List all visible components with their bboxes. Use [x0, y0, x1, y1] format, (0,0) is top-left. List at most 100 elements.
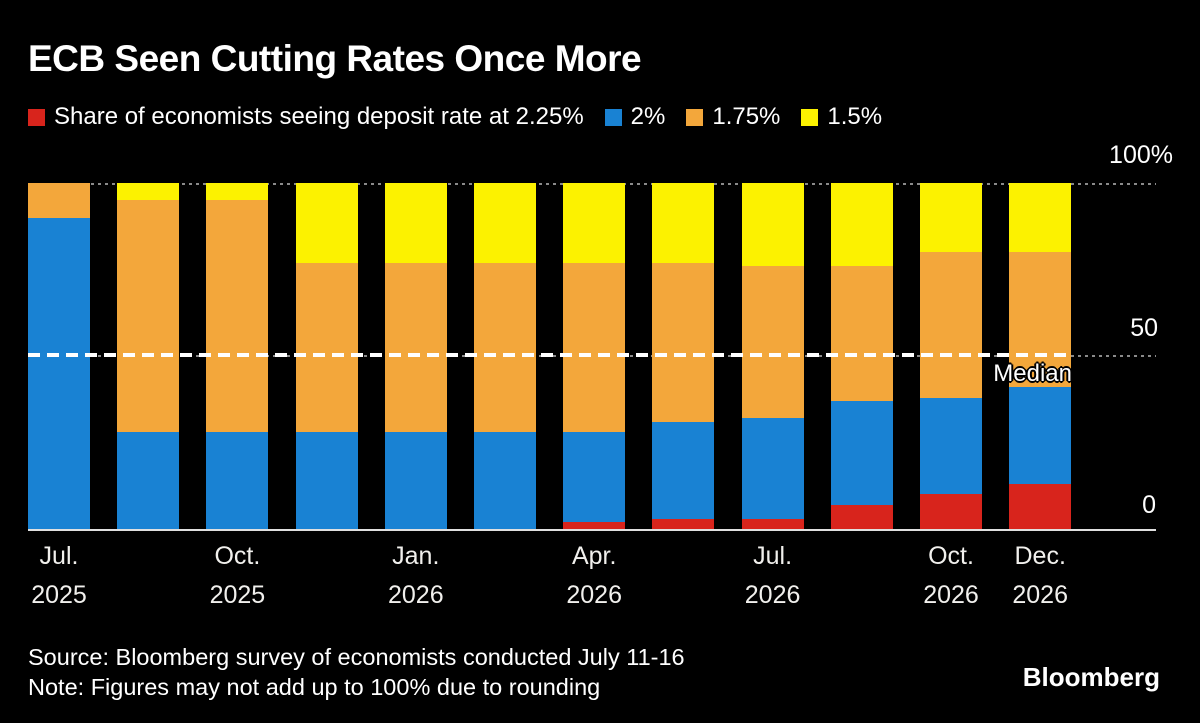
bar-segment-175 [117, 200, 180, 433]
x-tick-year: 2026 [1012, 581, 1068, 609]
bar-segment-175 [295, 262, 358, 433]
bar-segment-15 [1009, 183, 1072, 253]
bar-segment-15 [652, 183, 715, 263]
bar-segment-225 [652, 518, 715, 529]
x-tick-year: 2026 [566, 581, 622, 609]
bar-segment-175 [830, 266, 893, 401]
bars-container [28, 183, 1156, 529]
bar-segment-15 [384, 183, 447, 263]
bar-segment-2 [384, 432, 447, 529]
bar-segment-225 [920, 494, 982, 529]
bar-segment-15 [830, 183, 893, 267]
bar-segment-15 [117, 183, 180, 201]
bar-segment-175 [920, 252, 982, 398]
median-label: Median [993, 360, 1072, 387]
legend-label: 1.75% [712, 103, 781, 130]
bar-segment-2 [563, 432, 626, 523]
bar-segment-2 [474, 432, 536, 529]
x-tick: Jan. 2026 [356, 537, 476, 615]
y-axis-label-0: 0 [1142, 491, 1156, 519]
x-axis-labels: Jul. 2025 Oct. 2025 Jan. 2026 Apr. 2026 Jul. 2026… [0, 537, 1200, 617]
bar-segment-15 [474, 183, 536, 263]
x-tick: Jul. 2026 [713, 537, 833, 615]
bar-segment-2 [1009, 387, 1072, 485]
bar-segment-175 [652, 262, 715, 422]
x-tick-year: 2025 [31, 581, 87, 609]
legend-item-1-75pct: 1.75% [686, 103, 780, 131]
x-tick-year: 2025 [209, 581, 266, 609]
bar [563, 183, 626, 529]
bar-segment-225 [1009, 484, 1072, 529]
bar-segment-225 [830, 504, 893, 529]
bar-segment-2 [117, 432, 180, 529]
bar-segment-175 [384, 262, 447, 433]
bar-segment-2 [920, 397, 982, 495]
median-line [28, 353, 1072, 357]
bar-segment-175 [206, 200, 269, 433]
legend-swatch-yellow [801, 108, 819, 126]
legend-swatch-orange [686, 108, 704, 126]
bar-segment-175 [28, 183, 90, 218]
legend-item-2-25pct: Share of economists seeing deposit rate … [28, 103, 584, 131]
x-tick-month: Jul. [39, 542, 79, 570]
bar-segment-15 [920, 183, 982, 253]
bar [28, 183, 90, 529]
legend-item-2pct: 2% [604, 103, 666, 131]
y-axis-label-100: 100% [1109, 141, 1173, 169]
bar-segment-2 [830, 400, 893, 505]
legend: Share of economists seeing deposit rate … [28, 103, 903, 131]
bar-segment-225 [563, 522, 626, 529]
legend-item-1-5pct: 1.5% [801, 103, 882, 131]
bar-segment-175 [1009, 252, 1072, 388]
x-tick-year: 2026 [923, 581, 979, 609]
x-tick: Dec. 2026 [980, 537, 1100, 615]
chart-title: ECB Seen Cutting Rates Once More [28, 38, 642, 79]
source-text: Source: Bloomberg survey of economists c… [28, 644, 685, 670]
x-tick: Jul. 2025 [0, 537, 119, 615]
bar-segment-15 [295, 183, 358, 263]
x-tick-month: Jan. [392, 542, 440, 570]
bar-segment-175 [563, 262, 626, 433]
bar-segment-2 [652, 421, 715, 519]
x-axis-line [28, 529, 1156, 531]
bar [206, 183, 269, 529]
bar [474, 183, 536, 529]
x-tick-month: Apr. [571, 542, 617, 570]
footer-text: Source: Bloomberg survey of economists c… [28, 642, 685, 702]
bar-segment-2 [741, 418, 804, 519]
x-tick-month: Oct. [928, 542, 974, 570]
bar [741, 183, 804, 529]
x-tick: Oct. 2025 [177, 537, 297, 615]
x-tick-month: Oct. [214, 542, 261, 570]
bar [920, 183, 982, 529]
bar-segment-2 [295, 432, 358, 529]
bar-segment-15 [206, 183, 269, 201]
y-axis-label-50: 50 [1130, 314, 1158, 342]
x-tick-month: Dec. [1014, 542, 1066, 570]
x-tick: Apr. 2026 [534, 537, 654, 615]
x-tick: Oct. 2026 [891, 537, 1011, 615]
bar-segment-2 [28, 217, 90, 529]
bar [830, 183, 893, 529]
note-text: Note: Figures may not add up to 100% due… [28, 674, 601, 700]
x-tick-year: 2026 [387, 581, 444, 609]
bar-segment-15 [741, 183, 804, 267]
bar-segment-225 [741, 518, 804, 529]
plot-area: Median [28, 183, 1156, 531]
bar [1009, 183, 1072, 529]
x-tick-year: 2026 [744, 581, 801, 609]
bar-segment-175 [741, 266, 804, 419]
legend-swatch-blue [604, 108, 622, 126]
x-tick-month: Jul. [753, 542, 793, 570]
bar-segment-2 [206, 432, 269, 529]
bloomberg-logo: Bloomberg [1022, 662, 1160, 692]
legend-label: 1.5% [827, 103, 883, 130]
legend-label: Share of economists seeing deposit rate … [54, 103, 584, 130]
bar [652, 183, 715, 529]
bar-segment-15 [563, 183, 626, 263]
bar [117, 183, 180, 529]
legend-swatch-red [28, 108, 45, 126]
legend-label: 2% [630, 103, 666, 130]
bar [295, 183, 358, 529]
